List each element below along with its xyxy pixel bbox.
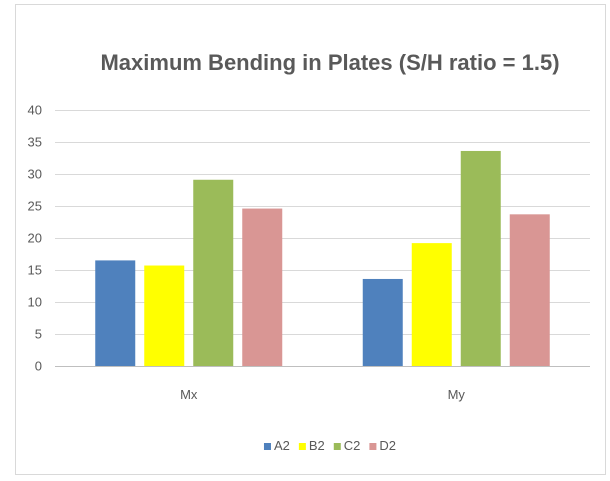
bar-a2-mx [95, 260, 136, 366]
y-tick-label: 25 [28, 199, 42, 214]
bar-b2-my [411, 243, 452, 366]
legend-label: A2 [274, 438, 290, 453]
y-tick-label: 10 [28, 295, 42, 310]
y-tick-label: 0 [35, 359, 42, 374]
legend-item: B2 [298, 438, 325, 453]
legend-label: C2 [344, 438, 361, 453]
legend-swatch [298, 443, 306, 450]
legend-item: C2 [333, 438, 361, 453]
legend-label: B2 [309, 438, 325, 453]
legend-swatch [333, 443, 341, 450]
legend-item: A2 [263, 438, 290, 453]
legend: A2 B2 C2 D2 [263, 438, 396, 453]
x-category-label: My [448, 387, 466, 402]
legend-swatch [263, 443, 271, 450]
chart-border [15, 4, 606, 475]
bar-c2-mx [193, 179, 234, 366]
y-tick-label: 40 [28, 103, 42, 118]
y-tick-label: 20 [28, 231, 42, 246]
gridlines [55, 110, 590, 367]
x-category-label: Mx [180, 387, 198, 402]
y-tick-label: 15 [28, 263, 42, 278]
legend-swatch [369, 443, 377, 450]
bars [95, 150, 550, 366]
y-tick-label: 35 [28, 135, 42, 150]
x-axis-categories: Mx My [180, 387, 465, 402]
y-tick-label: 30 [28, 167, 42, 182]
bar-d2-my [509, 214, 550, 366]
y-axis-ticks: 0 5 10 15 20 25 30 35 40 [28, 103, 42, 374]
legend-item: D2 [369, 438, 396, 453]
chart-title: Maximum Bending in Plates (S/H ratio = 1… [100, 50, 559, 75]
legend-label: D2 [379, 438, 396, 453]
bar-b2-mx [144, 265, 185, 366]
bar-c2-my [460, 150, 501, 366]
bar-d2-mx [242, 208, 283, 366]
bar-a2-my [362, 278, 403, 366]
y-tick-label: 5 [35, 327, 42, 342]
